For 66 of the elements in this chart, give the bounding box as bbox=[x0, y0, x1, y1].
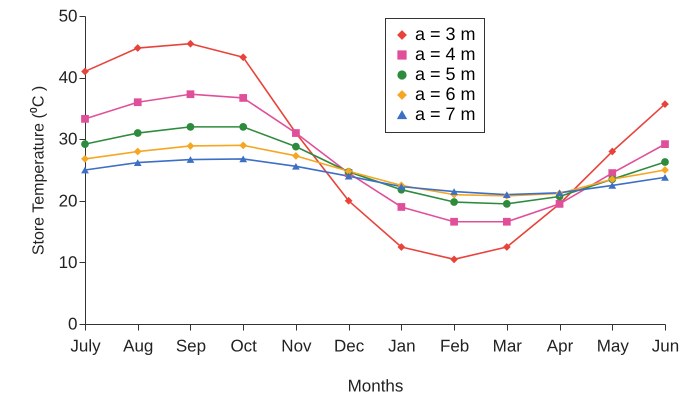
point bbox=[292, 162, 300, 170]
point bbox=[239, 53, 248, 62]
point bbox=[81, 166, 89, 174]
y-tick-label: 30 bbox=[58, 130, 78, 149]
y-axis-title: Store Temperature (⁰C ) bbox=[30, 86, 48, 256]
legend-label: a = 3 m bbox=[415, 24, 476, 44]
point bbox=[450, 255, 458, 264]
point bbox=[81, 68, 89, 76]
y-tick-label: 20 bbox=[58, 191, 78, 210]
point bbox=[344, 196, 353, 205]
x-tick-label: Aug bbox=[123, 336, 154, 356]
point bbox=[134, 129, 142, 137]
x-tick-label: Feb bbox=[440, 336, 470, 356]
y-tick-label: 10 bbox=[58, 252, 78, 272]
point bbox=[608, 182, 616, 189]
y-tick-label: 50 bbox=[58, 6, 78, 26]
point bbox=[661, 140, 669, 148]
point bbox=[186, 40, 194, 48]
x-axis-title: Months bbox=[348, 376, 404, 396]
x-tick-label: Mar bbox=[492, 336, 522, 356]
point bbox=[134, 148, 142, 156]
x-tick-label: May bbox=[596, 336, 630, 356]
x-tick-label: Dec bbox=[334, 336, 365, 356]
x-tick-label: Sep bbox=[176, 336, 206, 356]
point bbox=[292, 142, 300, 150]
point bbox=[186, 90, 194, 98]
point bbox=[81, 140, 89, 148]
point bbox=[661, 100, 669, 108]
point bbox=[661, 174, 669, 181]
legend-label: a = 6 m bbox=[415, 84, 476, 104]
point bbox=[239, 94, 248, 102]
point bbox=[450, 188, 458, 195]
legend-label: a = 5 m bbox=[415, 64, 476, 84]
x-tick-label: Nov bbox=[281, 336, 312, 356]
point bbox=[502, 243, 511, 251]
point bbox=[134, 98, 142, 106]
x-tick-label: Jun bbox=[652, 336, 680, 356]
x-tick-label: Oct bbox=[230, 336, 258, 356]
y-tick-label: 0 bbox=[68, 314, 78, 334]
point bbox=[81, 155, 89, 163]
x-tick-label: July bbox=[70, 336, 102, 356]
point bbox=[608, 148, 616, 156]
y-tick-label: 40 bbox=[58, 68, 78, 88]
point bbox=[186, 123, 194, 131]
legend-label: a = 4 m bbox=[415, 44, 476, 64]
point bbox=[661, 166, 669, 174]
point bbox=[186, 156, 194, 163]
point bbox=[81, 115, 89, 123]
point bbox=[186, 142, 194, 150]
x-tick-label: Jan bbox=[388, 336, 416, 356]
legend-label: a = 7 m bbox=[415, 104, 476, 124]
point bbox=[134, 44, 142, 52]
point bbox=[502, 218, 511, 226]
point bbox=[450, 218, 458, 226]
point bbox=[344, 172, 353, 180]
point bbox=[292, 152, 300, 160]
point bbox=[502, 200, 511, 208]
point bbox=[239, 141, 248, 150]
point bbox=[134, 159, 142, 166]
point bbox=[661, 158, 669, 166]
point bbox=[397, 203, 406, 211]
point bbox=[397, 243, 406, 251]
point bbox=[239, 156, 248, 162]
point bbox=[450, 198, 458, 206]
x-tick-label: Apr bbox=[546, 336, 574, 356]
point bbox=[239, 123, 248, 131]
